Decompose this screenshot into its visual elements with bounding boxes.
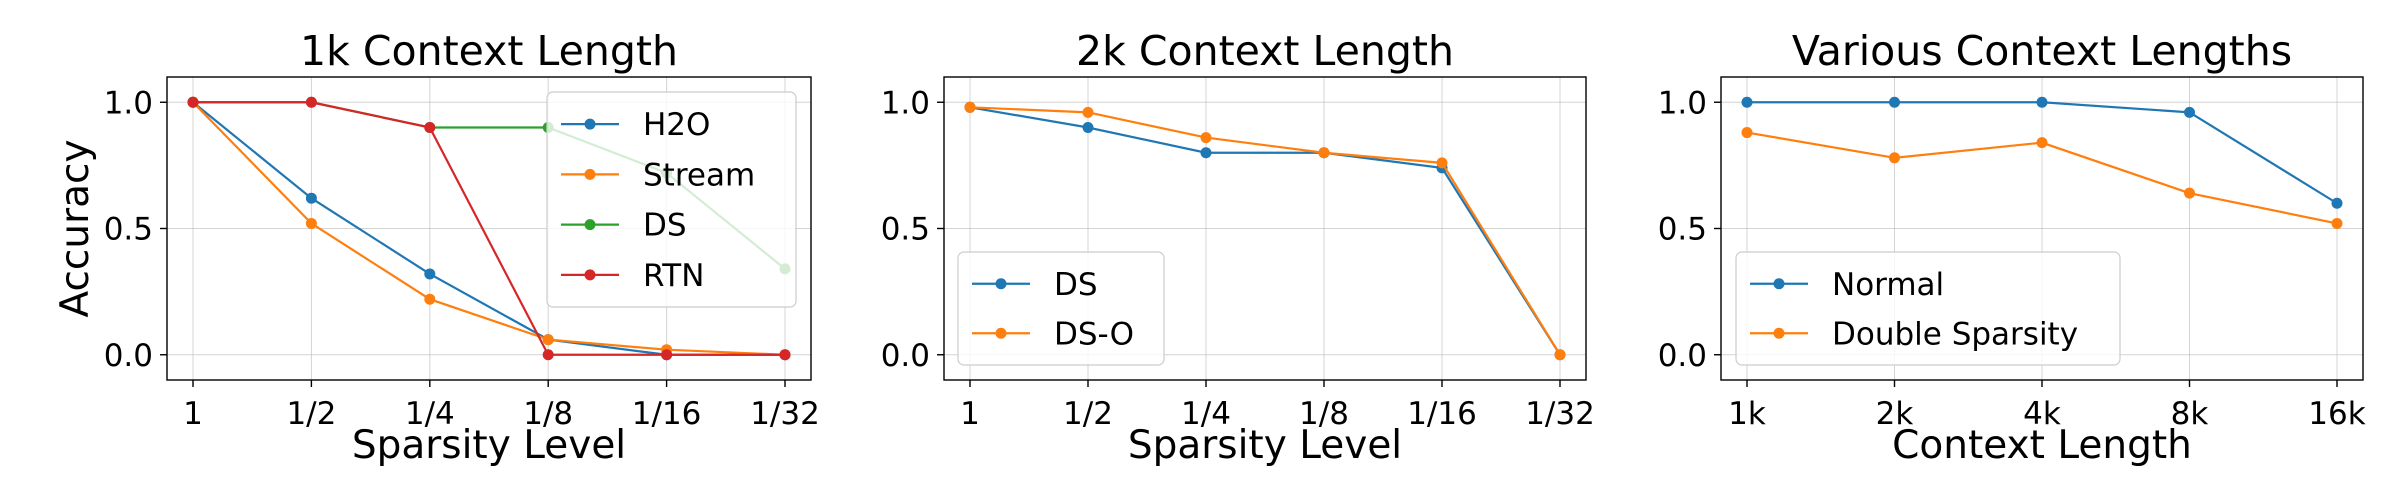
y-tick-label: 0.5 <box>881 212 930 248</box>
data-point-double-sparsity <box>2036 137 2048 149</box>
legend-label-ds: DS <box>643 208 687 244</box>
x-tick-label: 1/32 <box>750 396 820 432</box>
legend-label-rtn: RTN <box>643 258 704 294</box>
series-line-stream <box>192 101 786 356</box>
x-tick-label: 1/2 <box>1063 396 1113 432</box>
data-point-normal <box>1889 96 1900 108</box>
legend-marker-ds-o <box>995 327 1007 339</box>
legend-marker-normal <box>1773 278 1785 290</box>
chart-panel-3: 1k 2k 4k 8k 16k 0.0 0.5 1.0 Various Context Leng… <box>1658 27 2366 468</box>
legend-marker-ds <box>995 278 1007 290</box>
y-tick-label: 1.0 <box>1658 85 1707 121</box>
data-point-ds-o <box>1082 106 1094 118</box>
data-point-ds-o <box>1436 157 1448 169</box>
legend-marker-h2o <box>584 118 596 130</box>
x-tick-label: 1/8 <box>1299 396 1349 432</box>
data-point-ds-o <box>1318 147 1330 159</box>
x-tick-label: 4k <box>2023 396 2061 432</box>
legend: H2O Stream DS RTN <box>546 91 797 308</box>
y-tick-label: 0.0 <box>881 338 930 374</box>
series-line-rtn <box>193 101 785 356</box>
data-point-double-sparsity <box>1741 127 1753 139</box>
chart-panel-2: 1 1/2 1/4 1/8 1/16 1/32 0.0 0.5 1.0 2k Context Le… <box>881 27 1595 468</box>
data-point-double-sparsity <box>2184 187 2195 199</box>
x-tick-label: 1/16 <box>1407 396 1477 432</box>
x-tick-label: 1/16 <box>632 396 702 432</box>
chart-title: 2k Context Length <box>1076 27 1454 75</box>
legend: Normal Double Sparsity <box>1735 251 2121 366</box>
data-point-rtn <box>305 96 317 108</box>
y-tick-label: 0.5 <box>104 212 153 248</box>
data-point-double-sparsity <box>1889 152 1900 164</box>
x-tick-label: 2k <box>1876 396 1914 432</box>
data-point-stream <box>424 293 436 305</box>
chart-panel-1: 1 1/2 1/4 1/8 1/16 1/32 0.0 0.5 1.0 1k Context Le… <box>53 27 820 468</box>
data-point-double-sparsity <box>2331 217 2343 229</box>
data-point-rtn <box>779 349 791 361</box>
x-tick-label: 16k <box>2308 396 2365 432</box>
x-tick-label: 1/4 <box>1181 396 1231 432</box>
y-tick-label: 1.0 <box>104 85 153 121</box>
data-point-rtn <box>424 122 436 133</box>
x-tick-label: 1/8 <box>523 396 573 432</box>
legend-marker-ds <box>584 219 596 231</box>
legend-marker-rtn <box>584 269 596 281</box>
legend-marker-stream <box>584 168 596 180</box>
data-point-rtn <box>542 349 554 361</box>
y-tick-label: 0.5 <box>1658 212 1707 248</box>
chart-title: 1k Context Length <box>300 27 678 75</box>
data-point-ds-o <box>1554 349 1566 361</box>
y-tick-label: 0.0 <box>1658 338 1707 374</box>
legend-box <box>1735 251 2121 366</box>
y-axis-label: Accuracy <box>53 139 98 317</box>
data-point-normal <box>2184 106 2195 118</box>
data-point-ds <box>1200 147 1212 159</box>
x-tick-label: 1 <box>183 396 203 432</box>
legend-label-normal: Normal <box>1832 267 1944 303</box>
data-point-normal <box>1741 96 1753 108</box>
legend: DS DS-O <box>957 251 1165 366</box>
x-tick-label: 1/2 <box>286 396 336 432</box>
data-point-ds-o <box>964 101 976 113</box>
data-point-stream <box>305 217 317 229</box>
x-tick-label: 1/4 <box>405 396 455 432</box>
legend-label-stream: Stream <box>643 157 755 193</box>
y-tick-label: 0.0 <box>104 338 153 374</box>
data-point-normal <box>2331 197 2343 209</box>
x-axis-label: Sparsity Level <box>352 423 626 468</box>
x-tick-label: 1/32 <box>1525 396 1595 432</box>
series-line-ds-o <box>969 106 1561 356</box>
legend-box <box>546 91 797 308</box>
series-line-ds <box>969 106 1561 356</box>
x-tick-label: 8k <box>2171 396 2209 432</box>
data-point-normal <box>2036 96 2048 108</box>
chart-title: Various Context Lengths <box>1792 27 2292 75</box>
y-tick-label: 1.0 <box>881 85 930 121</box>
data-point-rtn <box>187 96 199 108</box>
x-tick-label: 1k <box>1728 396 1766 432</box>
legend-marker-double-sparsity <box>1773 327 1785 339</box>
legend-label-h2o: H2O <box>643 107 710 143</box>
data-point-h2o <box>424 268 436 280</box>
data-point-stream <box>542 334 554 346</box>
data-point-ds <box>1082 122 1094 133</box>
legend-label-double-sparsity: Double Sparsity <box>1832 316 2078 352</box>
data-point-rtn <box>661 349 673 361</box>
data-point-h2o <box>305 192 317 204</box>
legend-box <box>957 251 1165 366</box>
x-axis-label: Context Length <box>1892 423 2192 468</box>
legend-label-ds: DS <box>1054 267 1098 303</box>
x-axis-label: Sparsity Level <box>1128 423 1402 468</box>
x-tick-label: 1 <box>960 396 980 432</box>
data-point-ds-o <box>1200 132 1212 144</box>
legend-label-ds-o: DS-O <box>1054 316 1134 352</box>
